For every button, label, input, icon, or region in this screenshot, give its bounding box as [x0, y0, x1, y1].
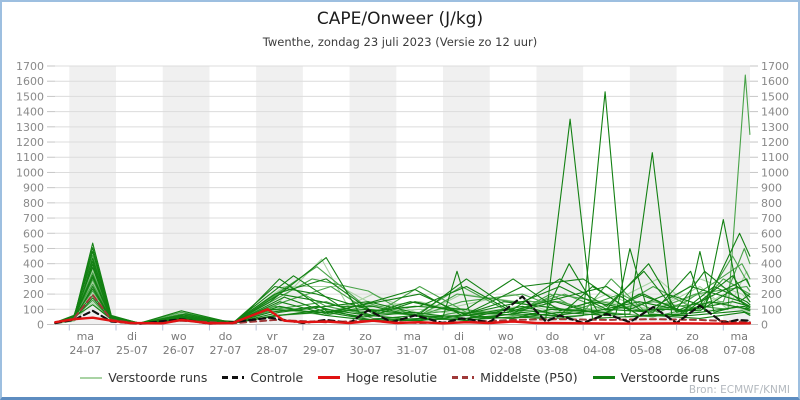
y-axis-label-left: 900 [23, 182, 44, 195]
y-axis-label-right: 1700 [761, 60, 789, 73]
y-axis-label-right: 1600 [761, 75, 789, 88]
x-axis-date-label: 06-08 [677, 344, 709, 357]
y-axis-label-right: 1100 [761, 151, 789, 164]
x-axis-day-label: do [546, 330, 560, 343]
legend-swatch-solid-line-icon [592, 376, 615, 379]
y-axis-label-right: 900 [761, 182, 782, 195]
x-axis-day-label: wo [498, 330, 514, 343]
y-axis-label-left: 200 [23, 288, 44, 301]
legend-item: Hoge resolutie [318, 370, 437, 385]
y-axis-label-right: 1000 [761, 166, 789, 179]
y-axis-label-left: 800 [23, 197, 44, 210]
x-axis-day-label: vr [267, 330, 279, 343]
chart-subtitle: Twenthe, zondag 23 juli 2023 (Versie zo … [262, 35, 538, 49]
x-axis-date-label: 28-07 [256, 344, 288, 357]
y-axis-label-right: 100 [761, 303, 782, 316]
day-band [69, 66, 117, 325]
x-axis-day-label: za [640, 330, 653, 343]
x-axis-date-label: 30-07 [350, 344, 382, 357]
y-axis-label-left: 1000 [16, 166, 44, 179]
x-axis-date-label: 03-08 [536, 344, 568, 357]
legend-item: Verstoorde runs [80, 370, 207, 385]
x-axis-day-label: ma [404, 330, 421, 343]
day-band [443, 66, 490, 325]
x-axis-day-label: za [313, 330, 326, 343]
y-axis-label-left: 300 [23, 273, 44, 286]
y-axis-label-right: 300 [761, 273, 782, 286]
x-axis-day-label: di [127, 330, 137, 343]
y-axis-label-right: 200 [761, 288, 782, 301]
x-axis-date-label: 29-07 [303, 344, 335, 357]
day-band [349, 66, 397, 325]
y-axis-label-left: 1400 [16, 106, 44, 119]
y-axis-label-left: 1300 [16, 121, 44, 134]
x-axis-day-label: ma [731, 330, 748, 343]
x-axis-day-label: do [219, 330, 233, 343]
legend-item: Controle [222, 370, 303, 385]
y-axis-label-left: 1600 [16, 75, 44, 88]
x-axis-date-label: 27-07 [209, 344, 241, 357]
y-axis-label-left: 1700 [16, 60, 44, 73]
chart-title: CAPE/Onweer (J/kg) [316, 9, 484, 29]
y-axis-label-right: 700 [761, 212, 782, 225]
x-axis-day-label: zo [359, 330, 372, 343]
legend-swatch-solid-line-icon [80, 376, 103, 379]
x-axis-date-label: 02-08 [490, 344, 522, 357]
y-axis-label-right: 1400 [761, 106, 789, 119]
x-axis-date-label: 05-08 [630, 344, 662, 357]
y-axis-label-right: 500 [761, 242, 782, 255]
y-axis-label-right: 1300 [761, 121, 789, 134]
y-axis-label-left: 100 [23, 303, 44, 316]
series-line-hoge-resolutie [54, 308, 752, 325]
day-band [536, 66, 584, 325]
x-axis-day-label: ma [77, 330, 94, 343]
x-axis-date-label: 04-08 [583, 344, 615, 357]
legend-item: Verstoorde runs [592, 370, 720, 385]
y-axis-label-right: 800 [761, 197, 782, 210]
y-axis-label-left: 1500 [16, 90, 44, 103]
x-axis-date-label: 26-07 [163, 344, 195, 357]
y-axis-label-left: 600 [23, 227, 44, 240]
x-axis-date-label: 01-08 [443, 344, 475, 357]
y-axis-label-right: 1200 [761, 136, 789, 149]
y-axis-label-right: 0 [761, 319, 768, 332]
legend-label: Hoge resolutie [346, 370, 438, 385]
legend-label: Verstoorde runs [108, 370, 208, 385]
x-axis-date-label: 24-07 [69, 344, 101, 357]
y-axis-label-left: 0 [37, 319, 44, 332]
legend-label: Middelste (P50) [480, 370, 578, 385]
x-axis-day-label: wo [171, 330, 187, 343]
x-axis-date-label: 07-08 [723, 344, 755, 357]
y-axis-label-left: 1100 [16, 151, 44, 164]
series-line-controle [54, 295, 751, 325]
y-axis-label-right: 400 [761, 258, 782, 271]
y-axis-label-left: 1200 [16, 136, 44, 149]
chart-legend: Verstoorde runs Controle Hoge resolutie Mid… [2, 370, 798, 385]
y-axis-label-left: 500 [23, 242, 44, 255]
x-axis-date-label: 31-07 [396, 344, 428, 357]
y-axis-label-left: 400 [23, 258, 44, 271]
legend-item: Middelste (P50) [452, 370, 578, 385]
y-axis-label-left: 700 [23, 212, 44, 225]
legend-label: Controle [250, 370, 304, 385]
legend-label: Verstoorde runs [620, 370, 720, 385]
legend-swatch-dashed-line-icon [222, 376, 245, 379]
x-axis-day-label: zo [686, 330, 699, 343]
source-credit: Bron: ECMWF/KNMI [688, 384, 790, 396]
x-axis-day-label: vr [594, 330, 606, 343]
x-axis-day-label: di [454, 330, 464, 343]
y-axis-label-right: 1500 [761, 90, 789, 103]
legend-swatch-solid-line-icon [318, 376, 341, 379]
day-band [162, 66, 210, 325]
legend-swatch-dashed-line-icon [452, 376, 475, 379]
y-axis-label-right: 600 [761, 227, 782, 240]
day-band [629, 66, 677, 325]
x-axis-date-label: 25-07 [116, 344, 148, 357]
